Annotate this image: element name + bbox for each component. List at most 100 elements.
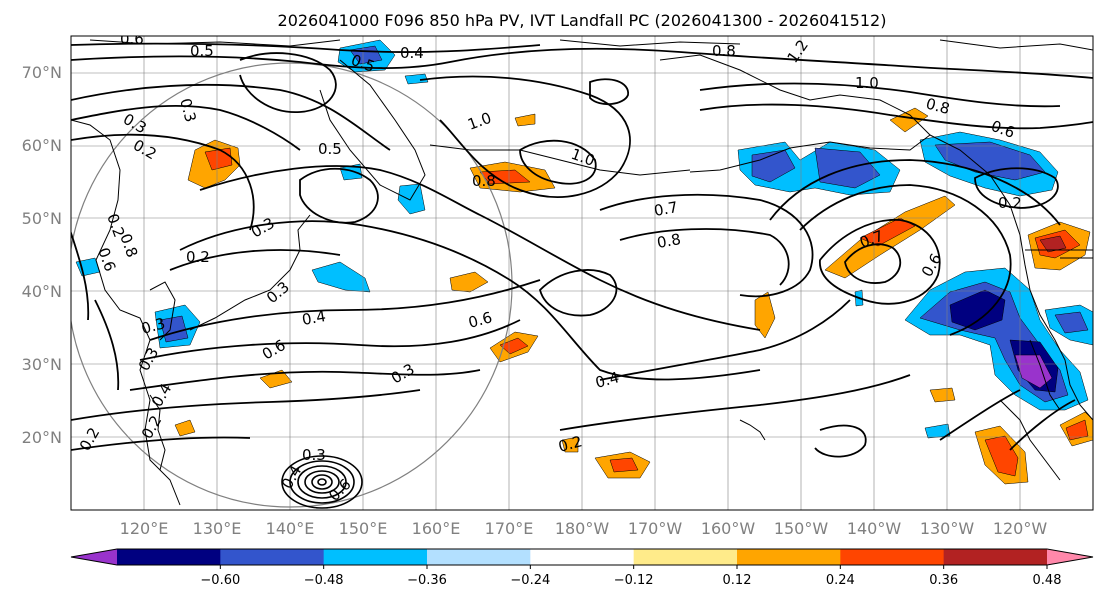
colorbar-tick-label: −0.60 <box>200 573 240 588</box>
lat-tick-label: 60°N <box>22 136 62 155</box>
hawaii-islands <box>739 419 766 441</box>
pv-contour <box>71 133 255 231</box>
colorbar-outline <box>70 548 1094 566</box>
contour-label: 0.2 <box>556 432 584 456</box>
coastline-arctic <box>89 39 1093 51</box>
contour-label: 0.5 <box>190 42 214 60</box>
coastline-korea <box>149 281 176 341</box>
coastline-us-border <box>1025 249 1093 259</box>
lon-tick-label: 160°W <box>701 519 756 538</box>
pv-contour <box>71 436 251 451</box>
radius-circle <box>71 62 513 508</box>
colorbar-bin <box>943 549 1048 565</box>
pv-contour <box>71 47 1093 79</box>
shade-patch <box>397 183 426 215</box>
colorbar-tick-label: 0.36 <box>929 573 958 588</box>
colorbar-tick-label: 0.48 <box>1033 573 1062 588</box>
colorbar-tick-label: −0.24 <box>510 573 550 588</box>
shade-patch <box>404 73 429 85</box>
colorbar-bin <box>737 549 841 565</box>
lon-tick-label: 120°E <box>120 519 169 538</box>
pv-contour <box>239 52 337 113</box>
shade-patch <box>514 113 536 127</box>
shade-patch <box>751 149 796 183</box>
shade-patch <box>311 261 371 293</box>
contour-label: 0.4 <box>400 44 424 62</box>
pv-contour <box>769 159 1061 226</box>
lon-tick-label: 170°W <box>628 519 683 538</box>
shade-patch <box>984 435 1019 477</box>
pv-contour <box>71 389 421 421</box>
shading-layer <box>75 39 1093 485</box>
pv-contour <box>71 230 120 391</box>
shade-patch <box>924 423 951 439</box>
colorbar-tick-label: −0.48 <box>304 573 344 588</box>
pv-contour <box>169 249 341 271</box>
coastline-asia <box>71 119 181 506</box>
contour-label: 0.8 <box>712 42 736 60</box>
lon-tick-label: 140°W <box>847 519 902 538</box>
pv-contour <box>71 104 301 151</box>
lat-tick-label: 70°N <box>22 63 62 82</box>
lon-tick-label: 150°W <box>774 519 829 538</box>
coastline-mexico <box>999 399 1061 481</box>
pv-contour <box>599 193 814 298</box>
pv-contour <box>939 389 1076 451</box>
coastline-baja <box>1029 339 1061 411</box>
contour-label: 0.8 <box>472 172 496 190</box>
colorbar-bin <box>840 549 945 565</box>
shade-patch <box>949 289 1006 331</box>
colorbar-bin <box>117 549 221 565</box>
pv-contour <box>559 374 911 431</box>
lon-tick-label: 170°E <box>485 519 534 538</box>
contour-label: 0.3 <box>176 96 200 124</box>
lat-tick-label: 40°N <box>22 282 62 301</box>
colorbar-extend-high <box>1047 549 1093 565</box>
shade-patch <box>339 163 363 181</box>
colorbar-bin <box>530 549 635 565</box>
pv-contour <box>519 139 597 185</box>
pv-contour <box>149 279 541 341</box>
shade-patch <box>1065 419 1089 441</box>
shade-patch <box>1039 235 1067 253</box>
lon-tick-label: 160°E <box>412 519 461 538</box>
pv-contours <box>71 42 1093 458</box>
lon-tick-label: 140°E <box>266 519 315 538</box>
shade-patch <box>609 457 639 473</box>
pv-contour <box>538 269 618 317</box>
contour-label: 0.6 <box>466 308 494 332</box>
shade-patch <box>561 436 579 453</box>
shade-patch <box>889 107 929 133</box>
lat-tick-label: 20°N <box>22 428 62 447</box>
colorbar-tick-label: 0.12 <box>723 573 752 588</box>
lon-tick-label: 130°W <box>920 519 975 538</box>
colorbar: −0.60 −0.48 −0.36 −0.24 −0.12 0.12 0.24 0.36 0.4… <box>70 548 1094 588</box>
colorbar-tick-label: −0.12 <box>614 573 654 588</box>
lon-tick-label: 150°E <box>339 519 388 538</box>
lon-tick-label: 120°W <box>993 519 1048 538</box>
pv-contour <box>299 167 379 224</box>
colorbar-tick-label: −0.36 <box>407 573 447 588</box>
shade-patch <box>174 419 196 437</box>
shade-patch <box>499 337 529 355</box>
coastline-kamchatka <box>319 59 426 201</box>
coastline-alaska <box>659 54 931 173</box>
contour-label: 0.2 <box>998 194 1022 212</box>
pv-contour <box>139 319 521 361</box>
pv-contour <box>419 75 631 198</box>
contour-label: 0.4 <box>593 368 621 392</box>
shade-patch <box>1054 311 1089 334</box>
pv-contour <box>71 83 391 151</box>
pv-contour <box>814 424 867 458</box>
pv-contour <box>599 299 851 381</box>
contour-label: 0.3 <box>139 314 167 338</box>
coastline-japan <box>189 214 311 331</box>
contour-label: 0.5 <box>318 140 342 158</box>
lat-axis: 70°N 60°N 50°N 40°N 30°N 20°N <box>22 63 62 447</box>
contour-label: 0.3 <box>302 446 326 464</box>
shade-patch <box>449 271 489 293</box>
colorbar-bin <box>220 549 325 565</box>
pv-contour <box>199 165 761 331</box>
pv-contour <box>129 369 481 391</box>
